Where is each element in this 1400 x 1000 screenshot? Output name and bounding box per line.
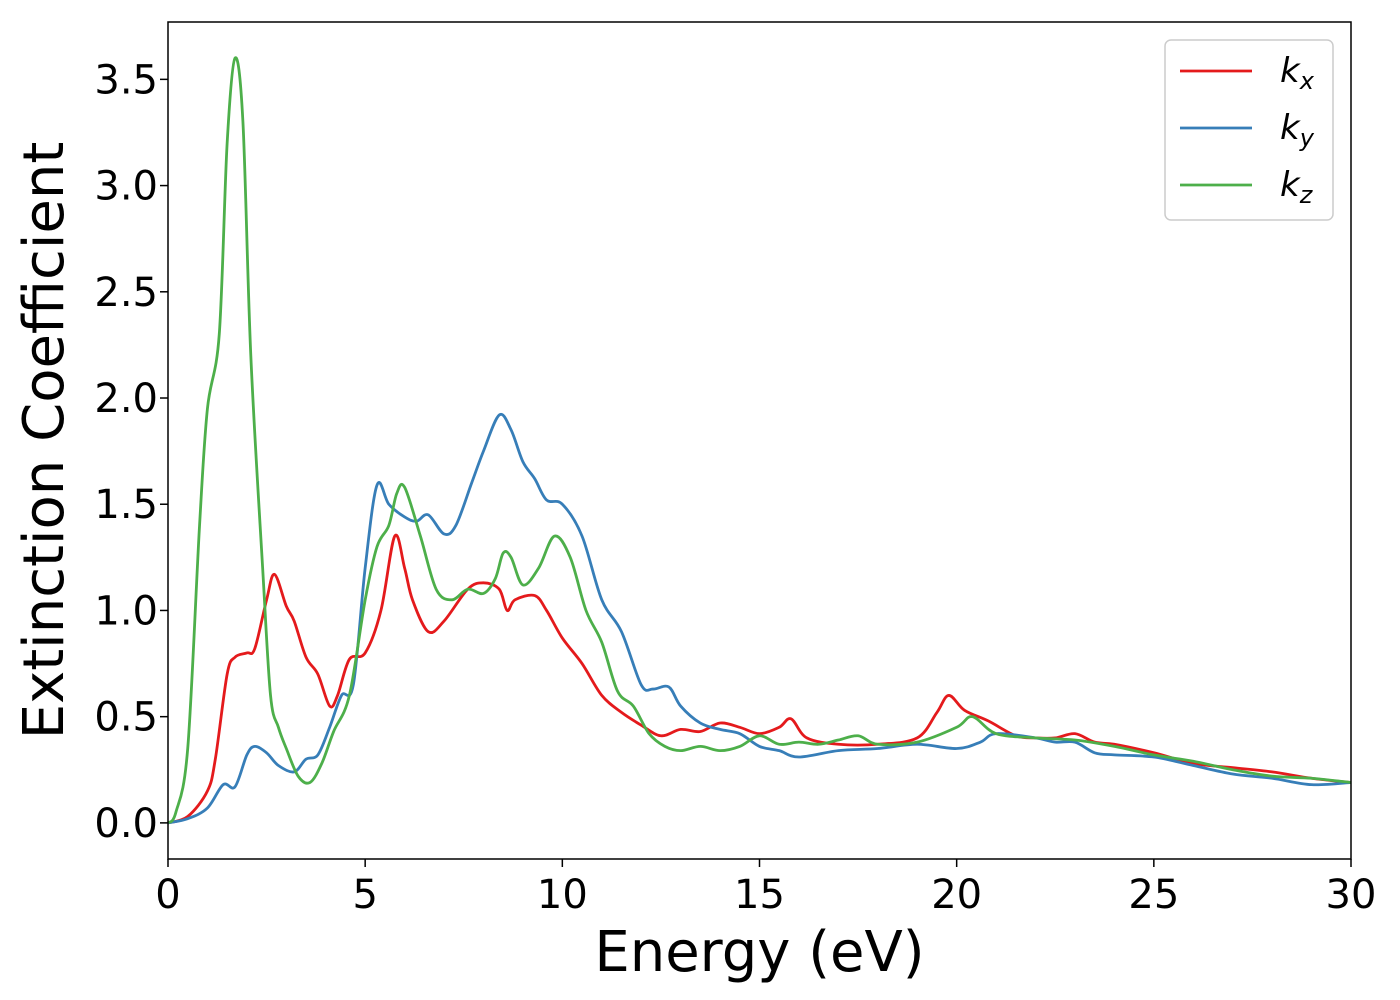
x-tick-label: 0 bbox=[155, 872, 180, 918]
x-axis-title: Energy (eV) bbox=[594, 920, 924, 985]
y-tick-label: 3.5 bbox=[94, 57, 158, 103]
y-tick-label: 2.5 bbox=[94, 270, 158, 316]
series-layer bbox=[166, 56, 1352, 825]
x-axis: 0 5 10 15 20 25 30 bbox=[155, 859, 1376, 918]
x-tick-label: 25 bbox=[1128, 872, 1179, 918]
legend-label-ky: ky bbox=[1280, 108, 1315, 152]
x-tick-label: 30 bbox=[1326, 872, 1377, 918]
y-tick-label: 3.0 bbox=[94, 164, 158, 210]
plot-background bbox=[168, 22, 1351, 859]
x-tick-label: 10 bbox=[537, 872, 588, 918]
x-tick-label: 5 bbox=[352, 872, 377, 918]
x-tick-label: 15 bbox=[734, 872, 785, 918]
y-tick-label: 2.0 bbox=[94, 376, 158, 422]
y-tick-label: 1.0 bbox=[94, 588, 158, 634]
x-tick-label: 20 bbox=[931, 872, 982, 918]
legend-box bbox=[1164, 39, 1334, 221]
series-line-kz bbox=[166, 56, 1352, 824]
y-tick-label: 0.0 bbox=[94, 801, 158, 847]
y-tick-label: 1.5 bbox=[94, 482, 158, 528]
y-axis: 0.0 0.5 1.0 1.5 2.0 2.5 3.0 3.5 bbox=[94, 57, 168, 847]
y-tick-label: 0.5 bbox=[94, 695, 158, 741]
y-axis-title: Extinction Coefficient bbox=[12, 142, 77, 740]
